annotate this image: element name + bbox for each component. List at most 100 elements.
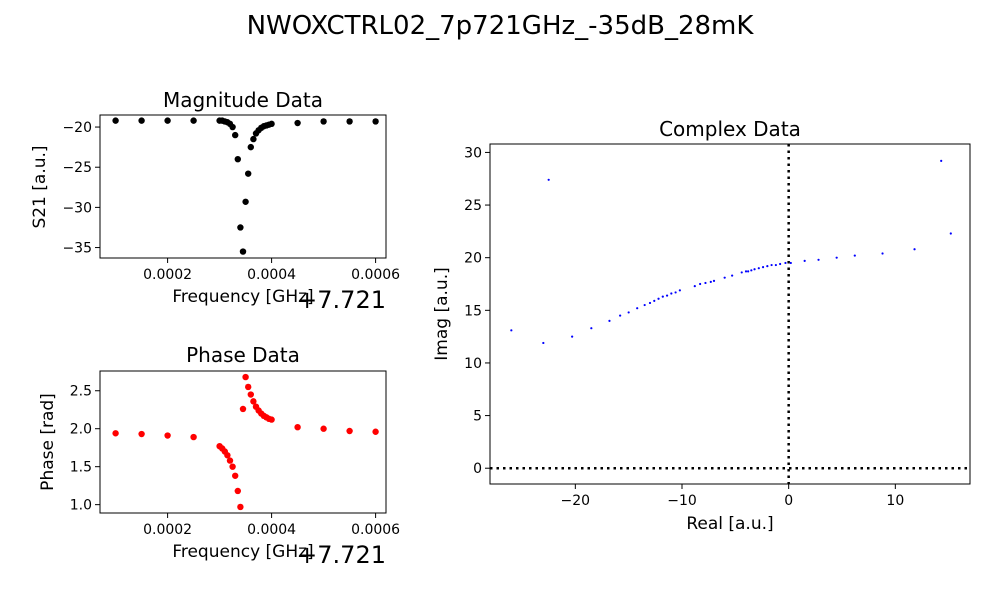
- magnitude-data-point: [164, 117, 171, 124]
- phase-panel: Phase Data 0.0002 0.0004 0.0006 1.0 1.5 2.0 2.…: [38, 343, 400, 569]
- phase-points: [112, 373, 379, 511]
- complex-data-point: [784, 261, 787, 265]
- phase-data-point: [237, 503, 244, 511]
- complex-axes-frame: [489, 143, 971, 485]
- complex-data-point: [510, 329, 513, 332]
- complex-xtick-label: 0: [784, 493, 793, 509]
- phase-x-offset: +7.721: [297, 541, 386, 569]
- phase-data-point: [138, 430, 145, 438]
- phase-title: Phase Data: [186, 343, 300, 367]
- complex-data-point: [699, 282, 702, 286]
- complex-ytick-label: 20: [464, 251, 482, 267]
- magnitude-ytick-label: −30: [62, 200, 92, 216]
- phase-data-point: [242, 373, 249, 381]
- magnitude-data-point: [320, 118, 327, 125]
- complex-data-point: [753, 268, 756, 271]
- magnitude-xtick-label: 0.0002: [143, 267, 192, 283]
- complex-data-point: [590, 327, 593, 330]
- complex-points: [510, 159, 952, 345]
- complex-title: Complex Data: [659, 117, 801, 141]
- phase-data-point: [234, 487, 241, 495]
- complex-data-point: [670, 292, 673, 295]
- complex-data-point: [643, 303, 646, 307]
- magnitude-axes-frame: [99, 114, 387, 259]
- phase-data-point: [320, 425, 327, 432]
- magnitude-ytick-label: −35: [62, 241, 92, 257]
- complex-ytick-label: 10: [464, 356, 482, 372]
- complex-data-point: [750, 269, 753, 272]
- complex-data-point: [881, 252, 884, 255]
- complex-data-point: [949, 232, 952, 235]
- phase-data-point: [250, 398, 257, 405]
- complex-data-point: [940, 159, 943, 162]
- phase-data-point: [239, 405, 247, 413]
- magnitude-data-point: [247, 143, 254, 151]
- phase-ytick-label: 2.0: [70, 422, 92, 438]
- phase-ytick-label: 2.5: [70, 384, 92, 400]
- complex-data-point: [766, 265, 769, 268]
- complex-xtick-label: 10: [886, 493, 904, 509]
- figure-title: NWOXCTRL02_7p721GHz_-35dB_28mK: [247, 11, 755, 41]
- magnitude-data-point: [250, 135, 257, 143]
- magnitude-data-point: [294, 119, 301, 127]
- phase-data-point: [229, 463, 236, 470]
- complex-data-point: [627, 311, 630, 314]
- phase-data-point: [226, 457, 234, 464]
- complex-data-point: [770, 263, 773, 267]
- complex-data-point: [747, 270, 750, 273]
- complex-data-point: [608, 319, 611, 322]
- complex-data-point: [678, 289, 681, 292]
- phase-ytick-label: 1.0: [70, 498, 92, 514]
- complex-data-point: [648, 301, 652, 305]
- complex-data-point: [704, 281, 707, 285]
- magnitude-ytick-label: −25: [62, 160, 92, 176]
- magnitude-xtick-label: 0.0006: [351, 267, 400, 283]
- complex-data-point: [740, 271, 743, 274]
- magnitude-data-point: [239, 248, 247, 255]
- magnitude-panel: Magnitude Data 0.0002 0.0004 0.0006 −35 −30 −…: [30, 88, 400, 314]
- complex-data-point: [547, 178, 550, 181]
- phase-data-point: [232, 472, 239, 479]
- complex-data-point: [542, 341, 545, 345]
- phase-xlabel: Frequency [GHz]: [172, 542, 313, 562]
- phase-data-point: [268, 416, 275, 423]
- magnitude-data-point: [112, 117, 119, 124]
- magnitude-data-point: [190, 117, 197, 124]
- phase-xtick-label: 0.0006: [351, 522, 400, 538]
- phase-ylabel: Phase [rad]: [38, 393, 58, 491]
- magnitude-ylabel: S21 [a.u.]: [30, 145, 50, 228]
- complex-data-point: [757, 267, 760, 270]
- phase-data-point: [112, 430, 119, 437]
- complex-data-point: [636, 307, 639, 310]
- complex-data-point: [789, 261, 792, 265]
- magnitude-data-point: [372, 118, 379, 125]
- magnitude-data-point: [346, 118, 353, 125]
- complex-data-point: [661, 295, 664, 298]
- complex-data-point: [674, 291, 677, 294]
- complex-ytick-label: 5: [473, 409, 482, 425]
- magnitude-title: Magnitude Data: [163, 88, 323, 112]
- complex-data-point: [761, 266, 765, 269]
- complex-data-point: [723, 276, 726, 279]
- complex-ticks: −20 −10 0 10 0 5 10 15 20 25 30: [464, 145, 904, 509]
- complex-data-point: [803, 259, 806, 262]
- complex-xtick-label: −20: [561, 493, 591, 509]
- magnitude-data-point: [237, 224, 244, 231]
- complex-panel: Complex Data −20 −10 0 10 0 5 10 15 20 25 30 Real …: [432, 117, 971, 534]
- complex-xtick-label: −10: [667, 493, 697, 509]
- complex-data-point: [665, 294, 669, 297]
- complex-data-point: [913, 248, 916, 251]
- complex-data-point: [619, 314, 622, 317]
- magnitude-ticks: 0.0002 0.0004 0.0006 −35 −30 −25 −20: [62, 120, 400, 283]
- complex-reference-lines: [490, 144, 970, 484]
- complex-data-point: [657, 297, 660, 300]
- magnitude-data-point: [242, 198, 249, 205]
- complex-ytick-label: 15: [464, 303, 482, 319]
- magnitude-data-point: [268, 120, 275, 128]
- phase-data-point: [190, 433, 197, 441]
- complex-data-point: [571, 335, 574, 338]
- complex-data-point: [744, 270, 748, 273]
- complex-data-point: [774, 263, 777, 267]
- magnitude-data-point: [229, 123, 236, 131]
- magnitude-data-point: [245, 170, 252, 177]
